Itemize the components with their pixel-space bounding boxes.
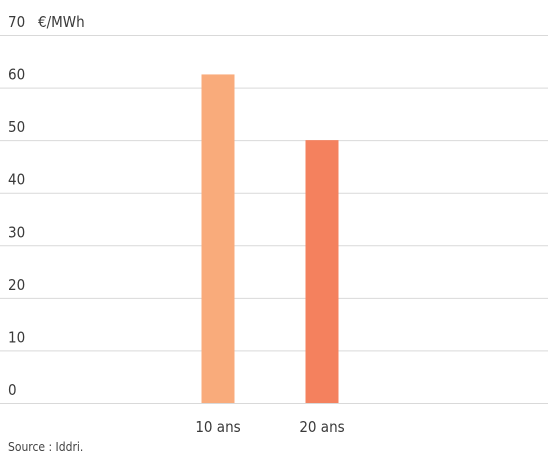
source-note: Source : Iddri. xyxy=(8,440,84,454)
x-tick-label-10-ans: 10 ans xyxy=(195,418,240,436)
x-tick-label-20-ans: 20 ans xyxy=(299,418,344,436)
y-tick-label-30: 30 xyxy=(8,223,25,241)
x-axis-labels: 10 ans 20 ans xyxy=(195,418,344,436)
y-tick-label-70: 70 xyxy=(8,13,25,31)
y-axis-ticks: 0 10 20 30 40 50 60 70 xyxy=(8,13,25,399)
y-tick-label-20: 20 xyxy=(8,276,25,294)
y-tick-label-60: 60 xyxy=(8,66,25,84)
y-tick-label-40: 40 xyxy=(8,171,25,189)
bar-10-ans xyxy=(201,74,235,403)
y-axis-unit-label: €/MWh xyxy=(38,13,85,31)
y-tick-label-10: 10 xyxy=(8,328,25,346)
y-tick-label-50: 50 xyxy=(8,118,25,136)
gridlines xyxy=(0,35,548,404)
bars xyxy=(201,74,339,403)
y-tick-label-0: 0 xyxy=(8,381,17,399)
bar-20-ans xyxy=(305,140,339,403)
